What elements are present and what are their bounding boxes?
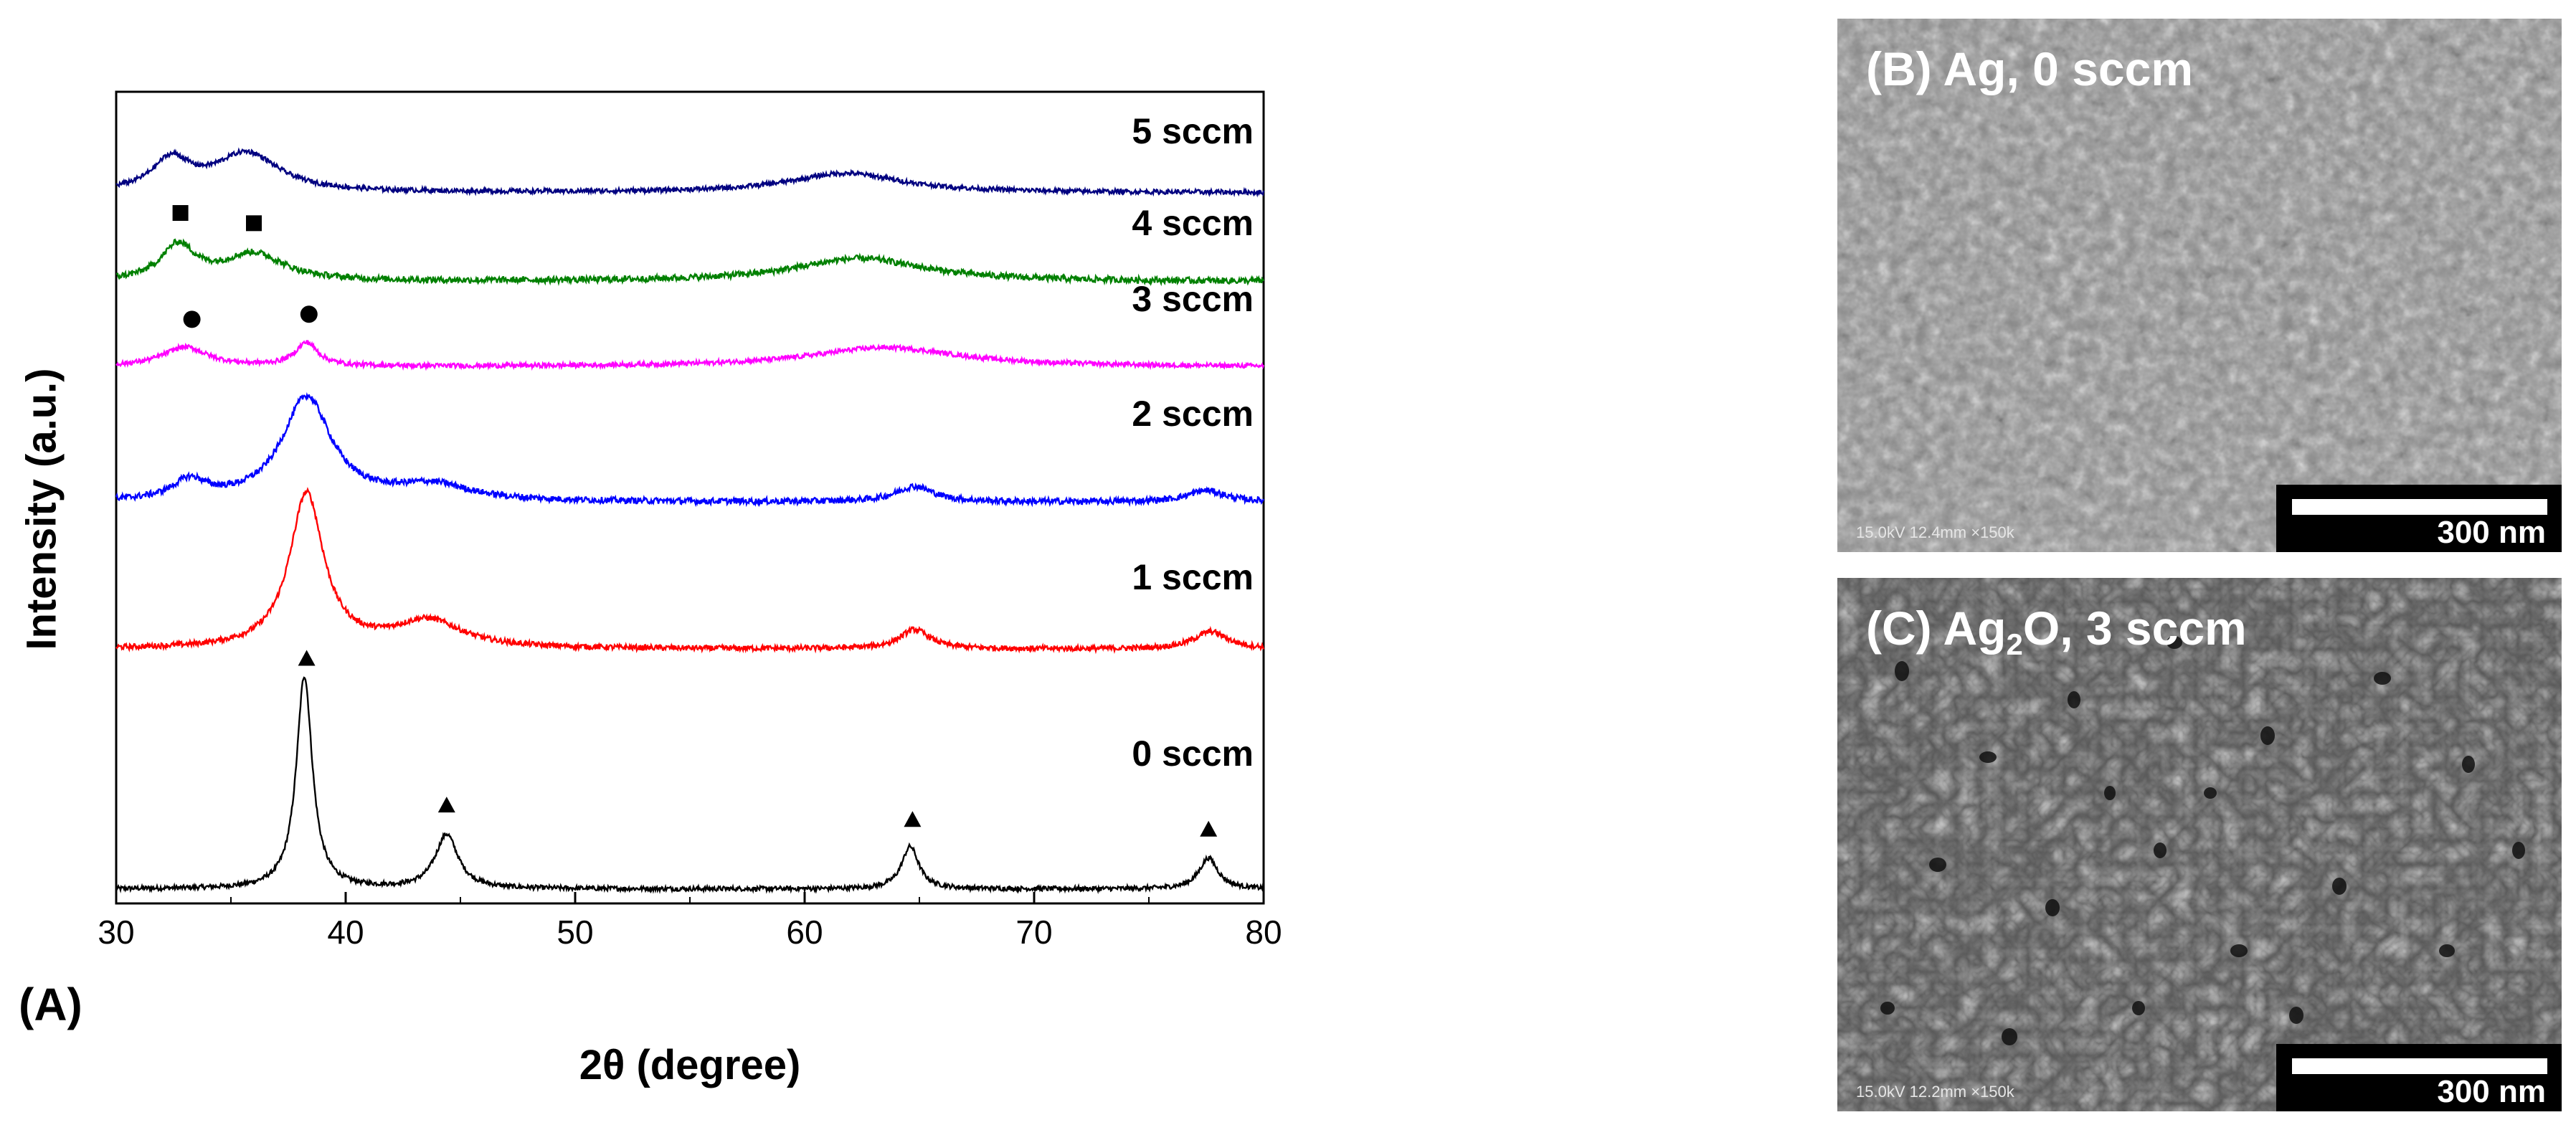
xrd-chart-panel: 30 40 50 60 70 80 0 sccm 1 sccm 2 sccm 3 sccm 4 sc… [18, 90, 1282, 1088]
series-label-3-sccm: 3 sccm [1132, 279, 1254, 319]
marker-triangle [904, 811, 922, 827]
scale-bar-c-line [2292, 1058, 2547, 1074]
series-line-0-sccm [115, 676, 1265, 895]
sem-c-meta: 15.0kV 12.2mm ×150k [1856, 1083, 2014, 1101]
series-line-5-sccm [115, 147, 1265, 198]
panel-label-a: (A) [19, 979, 82, 1030]
x-axis-label: 2θ (degree) [579, 1042, 801, 1088]
scale-bar-b-label: 300 nm [2437, 515, 2546, 550]
marker-square [246, 215, 262, 232]
sem-texture-ag [1837, 19, 2562, 552]
series-label-0-sccm: 0 sccm [1132, 733, 1254, 774]
marker-triangle [298, 650, 316, 666]
x-tick-label: 40 [327, 913, 364, 951]
xrd-chart: 30 40 50 60 70 80 0 sccm 1 sccm 2 sccm 3 sccm 4 sc… [98, 90, 1282, 951]
sem-image-ag: (B) Ag, 0 sccm 15.0kV 12.4mm ×150k 300 n… [1837, 19, 2562, 552]
marker-triangle [1200, 820, 1218, 837]
marker-circle [183, 310, 201, 328]
series-line-1-sccm [115, 487, 1265, 655]
series-label-5-sccm: 5 sccm [1132, 111, 1254, 151]
x-tick-label: 60 [786, 913, 823, 951]
series-label-1-sccm: 1 sccm [1132, 557, 1254, 597]
x-tick-label: 80 [1245, 913, 1282, 951]
series-label-4-sccm: 4 sccm [1132, 203, 1254, 243]
scale-bar-b: 300 nm [2276, 485, 2562, 552]
series-line-2-sccm [115, 391, 1265, 508]
series-line-3-sccm [115, 339, 1265, 371]
sem-b-title: (B) Ag, 0 sccm [1866, 42, 2194, 95]
scale-bar-c: 300 nm [2276, 1044, 2562, 1111]
marker-square [172, 205, 189, 222]
sem-b-meta: 15.0kV 12.4mm ×150k [1856, 523, 2014, 541]
y-axis-label: Intensity (a.u.) [18, 368, 65, 650]
sem-image-ag2o: (C) Ag2O, 3 sccm 15.0kV 12.2mm ×150k 300… [1837, 578, 2562, 1111]
series-line-4-sccm [115, 238, 1265, 287]
scale-bar-c-label: 300 nm [2437, 1074, 2546, 1109]
marker-triangle [437, 797, 455, 813]
x-tick-label: 30 [98, 913, 134, 951]
scale-bar-b-line [2292, 499, 2547, 515]
sem-c-title: (C) Ag2O, 3 sccm [1866, 602, 2247, 662]
series-label-2-sccm: 2 sccm [1132, 394, 1254, 434]
marker-circle [300, 305, 318, 323]
sem-texture-ag2o [1837, 578, 2562, 1111]
x-tick-label: 50 [557, 913, 593, 951]
x-tick-label: 70 [1015, 913, 1052, 951]
